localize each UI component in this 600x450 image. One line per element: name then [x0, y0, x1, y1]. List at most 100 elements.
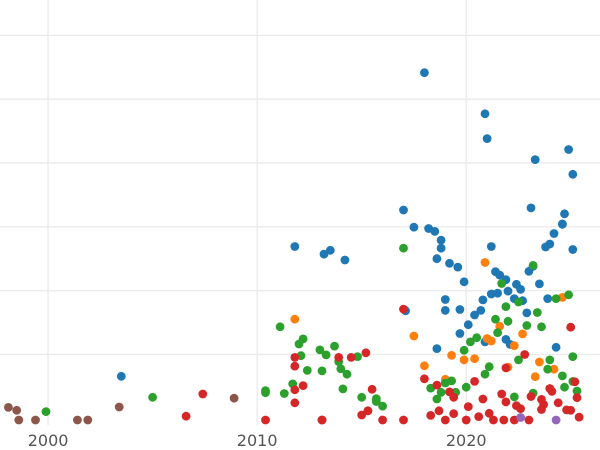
data-point	[290, 353, 300, 362]
data-point	[317, 415, 327, 425]
data-point	[501, 363, 511, 373]
data-point	[378, 401, 387, 411]
data-point	[543, 294, 553, 303]
data-point	[572, 386, 582, 396]
data-point	[470, 354, 479, 364]
data-point	[338, 384, 348, 394]
data-point	[399, 243, 408, 253]
data-point	[261, 388, 270, 398]
data-point	[514, 355, 523, 365]
data-point	[478, 394, 488, 404]
data-point	[357, 410, 367, 420]
series-group	[290, 258, 567, 384]
data-point	[503, 286, 513, 296]
data-point	[503, 316, 513, 326]
data-point	[472, 333, 482, 343]
data-point	[480, 109, 490, 119]
data-point	[83, 415, 93, 425]
data-point	[518, 329, 527, 339]
data-point	[447, 350, 456, 360]
data-point	[514, 297, 523, 307]
data-point	[371, 397, 381, 406]
data-point	[486, 289, 496, 299]
data-point	[495, 270, 505, 280]
data-points	[3, 68, 584, 425]
data-point	[497, 389, 507, 399]
data-point	[530, 155, 540, 165]
data-point	[545, 384, 555, 393]
data-point	[436, 235, 446, 245]
data-point	[486, 242, 496, 251]
data-point	[319, 249, 329, 259]
data-point	[484, 362, 494, 372]
data-point	[41, 407, 51, 416]
data-point	[574, 412, 584, 422]
data-point	[426, 411, 436, 420]
data-point	[14, 415, 24, 425]
data-point	[440, 378, 450, 388]
data-point	[526, 203, 536, 213]
data-point	[116, 371, 126, 381]
data-point	[463, 320, 473, 330]
data-point	[568, 169, 578, 179]
data-point	[342, 369, 352, 379]
data-point	[334, 353, 344, 362]
data-point	[549, 364, 559, 374]
data-point	[181, 411, 191, 421]
data-point	[290, 242, 300, 251]
data-point	[290, 398, 300, 408]
data-point	[261, 415, 270, 425]
series-group	[116, 68, 578, 381]
data-point	[440, 415, 450, 425]
data-point	[532, 308, 542, 317]
data-point	[340, 255, 350, 265]
data-point	[509, 392, 519, 402]
data-point	[3, 403, 13, 412]
data-point	[399, 304, 408, 314]
x-axis-tick-labels: 2000 2010 2020	[28, 431, 487, 450]
data-point	[558, 371, 567, 381]
series-group	[181, 304, 584, 425]
data-point	[346, 353, 356, 362]
data-point	[476, 306, 486, 315]
data-point	[526, 392, 536, 401]
data-point	[482, 134, 492, 144]
data-point	[543, 364, 553, 374]
data-point	[436, 243, 446, 253]
data-point	[336, 364, 346, 374]
data-point	[290, 361, 300, 371]
data-point	[455, 305, 465, 314]
data-point	[114, 402, 124, 412]
data-point	[491, 314, 500, 324]
data-point	[455, 329, 465, 338]
series-group	[516, 413, 561, 425]
data-point	[541, 242, 550, 252]
data-point	[461, 415, 471, 425]
data-point	[432, 254, 442, 264]
data-point	[553, 398, 563, 408]
data-point	[528, 261, 538, 270]
data-point	[568, 245, 578, 254]
data-point	[198, 389, 208, 399]
data-point	[279, 389, 289, 398]
data-point	[409, 331, 419, 341]
data-point	[409, 222, 419, 232]
data-point	[434, 406, 444, 416]
x-tick-label: 2020	[446, 431, 487, 450]
data-point	[453, 262, 463, 272]
data-point	[480, 369, 490, 379]
data-point	[325, 245, 335, 255]
data-point	[420, 68, 429, 78]
data-point	[430, 227, 440, 236]
data-point	[275, 322, 285, 332]
data-point	[512, 279, 521, 289]
data-point	[73, 415, 82, 425]
data-point	[361, 348, 371, 358]
data-point	[298, 381, 308, 390]
data-point	[549, 229, 559, 238]
data-point	[478, 295, 488, 305]
data-point	[432, 380, 442, 390]
data-point	[537, 322, 546, 332]
data-point	[566, 405, 576, 415]
